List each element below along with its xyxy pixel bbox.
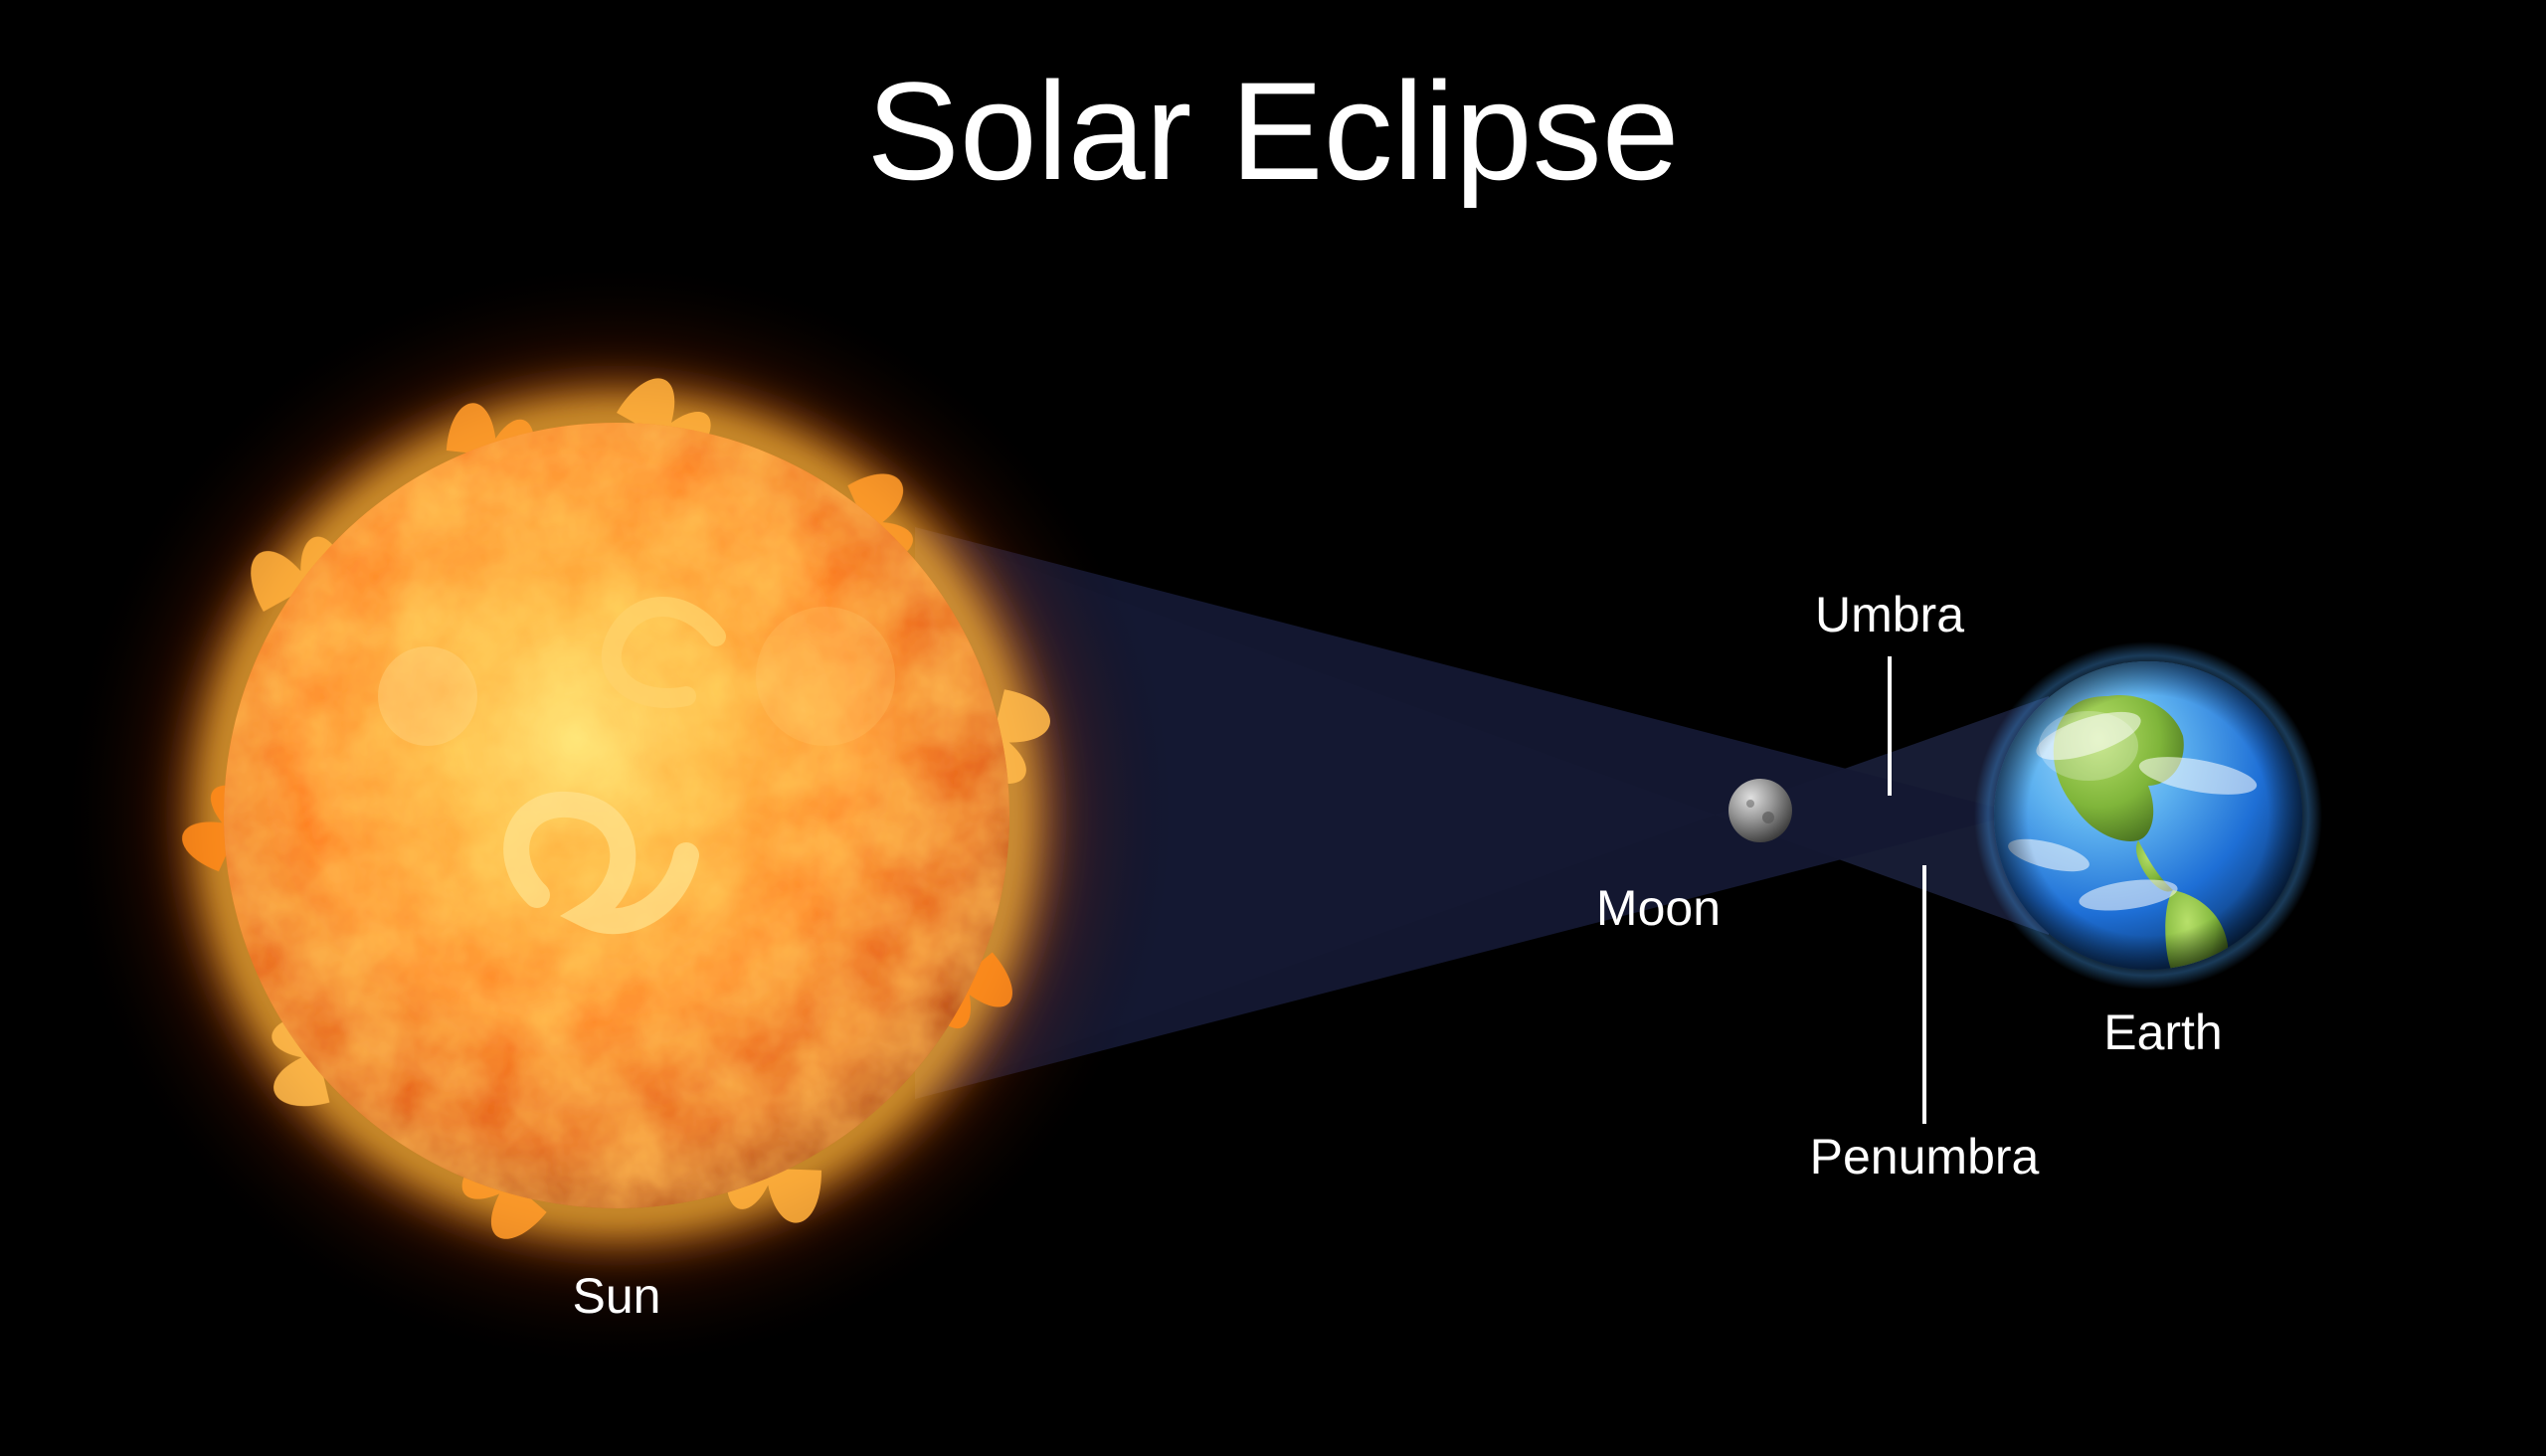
sun bbox=[60, 259, 1174, 1372]
earth-label: Earth bbox=[2103, 1004, 2223, 1060]
umbra-label: Umbra bbox=[1815, 587, 1964, 642]
diagram-stage: Solar Eclipse Sun Moon Umbra Penumbra Ea… bbox=[0, 0, 2546, 1456]
diagram-title: Solar Eclipse bbox=[866, 53, 1679, 209]
moon-label: Moon bbox=[1596, 880, 1721, 936]
sun-label: Sun bbox=[573, 1268, 661, 1324]
penumbra-label: Penumbra bbox=[1810, 1129, 2040, 1184]
solar-eclipse-diagram: Solar Eclipse Sun Moon Umbra Penumbra Ea… bbox=[0, 0, 2546, 1456]
moon bbox=[1728, 779, 1792, 842]
